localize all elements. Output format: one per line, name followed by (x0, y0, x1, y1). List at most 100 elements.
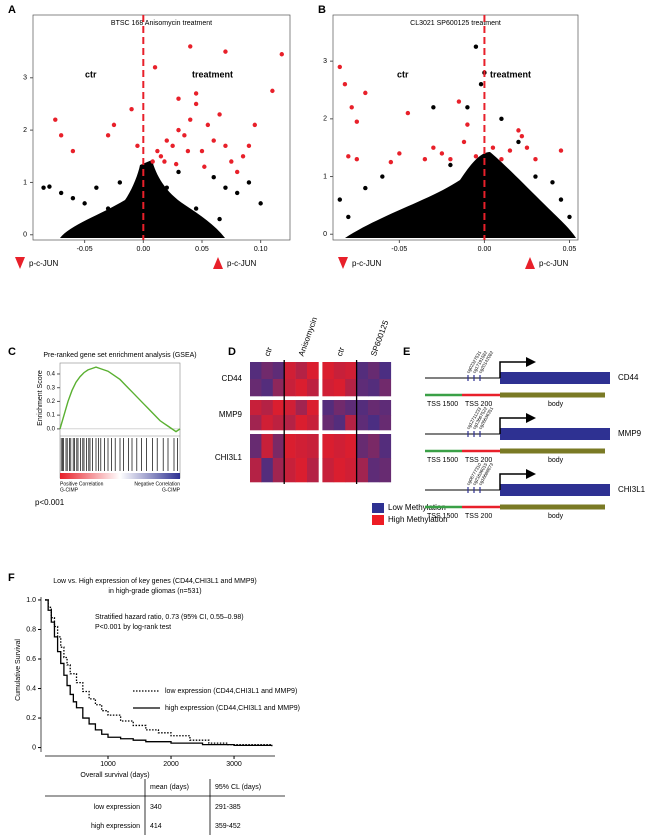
heatmap-cell (261, 362, 274, 380)
data-point (240, 154, 246, 159)
data-point (217, 216, 222, 222)
data-point (516, 128, 521, 133)
data-point (152, 65, 158, 70)
heatmap-cell (379, 458, 392, 483)
data-point (380, 174, 385, 179)
annotation: G-CIMP (60, 487, 79, 493)
heatmap-cell (356, 434, 369, 459)
data-point (337, 64, 343, 70)
heatmap-cell (333, 458, 346, 483)
triangle-marker (213, 257, 223, 269)
gene-body (500, 372, 610, 384)
data-point (258, 201, 263, 206)
heatmap-cell (333, 400, 346, 416)
tss-arrow (499, 473, 528, 490)
annotation: G-CIMP (162, 487, 181, 493)
data-point (337, 197, 343, 202)
heatmap-cell (368, 415, 380, 431)
data-point (354, 119, 360, 124)
y-tick-label: 0.0 (47, 426, 56, 432)
table-cell: high expression (91, 823, 140, 830)
triangle-marker (15, 257, 25, 269)
heatmap-cell (356, 400, 369, 416)
data-point (363, 185, 368, 191)
heatmap-cell (284, 400, 296, 416)
heatmap-cell (272, 458, 285, 483)
data-point (388, 159, 394, 165)
row-label: CD44 (222, 374, 243, 383)
panel-label: C (8, 346, 16, 358)
survival-curve (45, 599, 273, 747)
region-label: TSS 1500 (427, 513, 458, 520)
heatmap-cell (250, 400, 262, 416)
data-point (176, 169, 181, 175)
heatmap-cell (307, 415, 319, 431)
heatmap-cell (307, 458, 319, 483)
plot-frame (32, 14, 291, 241)
data-point (558, 148, 564, 153)
y-tick-label: 1 (23, 179, 27, 186)
heatmap-cell (261, 400, 274, 416)
data-point (223, 143, 228, 149)
data-point (58, 133, 64, 138)
data-point (473, 44, 479, 49)
heatmap-cell (356, 379, 369, 397)
data-point (105, 133, 111, 138)
heatmap-cell (272, 379, 285, 397)
panel-label: F (8, 572, 15, 584)
heatmap-cell (295, 434, 308, 459)
data-point (346, 214, 351, 220)
data-point (422, 157, 428, 162)
data-point (82, 201, 87, 206)
correlation-bar (60, 473, 180, 479)
x-tick-label: -0.05 (77, 246, 93, 253)
enrichment-curve (59, 366, 181, 433)
region-label: TSS 200 (465, 401, 492, 408)
triangle-marker (338, 257, 348, 269)
heatmap-cell (379, 415, 392, 431)
heatmap-cell (368, 379, 380, 397)
panel-label: E (403, 346, 410, 358)
data-point (478, 82, 484, 87)
heatmap-cell (368, 458, 380, 483)
data-point (129, 106, 134, 112)
x-tick-label: 0.00 (136, 246, 150, 253)
data-point (202, 164, 207, 169)
heatmap-cell (322, 379, 335, 397)
heatmap-cell (295, 400, 308, 416)
heatmap-cell (322, 400, 335, 416)
heatmap-cell (261, 434, 274, 459)
gene-name: CHI3L1 (618, 485, 646, 494)
region-label: body (548, 513, 564, 520)
heatmap-cell (295, 379, 308, 397)
chart-title: BTSC 168 Anisomycin treatment (111, 20, 212, 27)
chart-title: Pre-ranked gene set enrichment analysis … (43, 352, 196, 359)
heatmap-cell (333, 415, 346, 431)
data-point (448, 157, 453, 162)
data-point (188, 44, 193, 49)
legend-swatch (372, 515, 384, 525)
data-point (150, 159, 155, 164)
data-point (342, 82, 348, 87)
marker-label: p-c-JUN (352, 259, 382, 268)
data-point (205, 122, 211, 128)
heatmap-cell (272, 415, 285, 431)
data-point (111, 122, 117, 128)
annotation: treatment (192, 69, 233, 79)
data-point (223, 185, 228, 190)
heatmap-cell (250, 362, 262, 380)
data-point (129, 216, 134, 222)
region-label: TSS 1500 (427, 401, 458, 408)
legend-label: low expression (CD44,CHI3L1 and MMP9) (165, 688, 297, 695)
legend-swatch (372, 503, 384, 513)
heatmap-cell (272, 400, 285, 416)
data-point (234, 169, 240, 175)
annotation: P<0.001 by log-rank test (95, 624, 171, 631)
y-tick-label: 2 (23, 127, 27, 134)
data-point (499, 116, 504, 122)
heatmap-cell (307, 379, 319, 397)
table-cell: 340 (150, 804, 162, 811)
x-tick-label: 0.00 (478, 246, 492, 253)
data-point (193, 206, 199, 211)
y-tick-label: 0 (323, 231, 327, 238)
